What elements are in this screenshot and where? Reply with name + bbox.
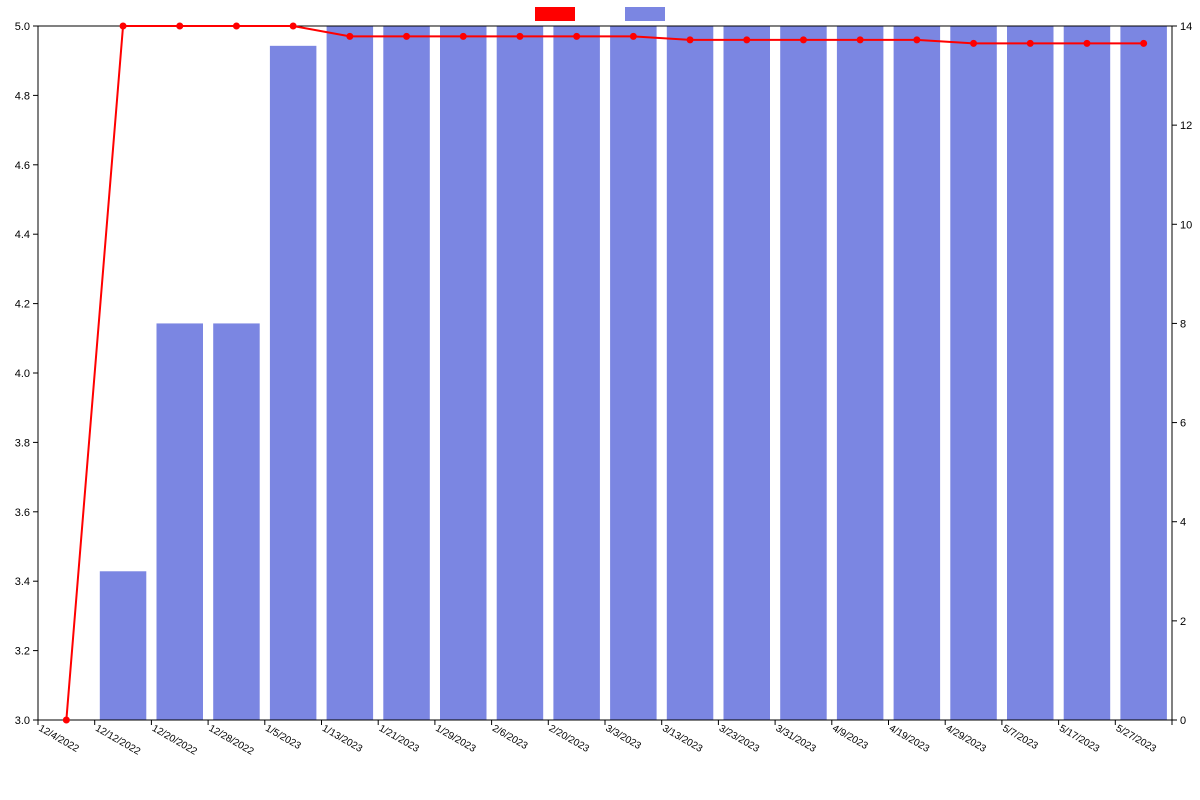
bar: [100, 571, 146, 720]
combo-chart: 3.0 3.2 3.4 3.6 3.8 4.0 4.2 4.4 4.6 4.8 5.0 0 2 4 6 8 10…: [0, 0, 1200, 800]
x-tick-label: 3/13/2023: [660, 723, 704, 755]
bar: [894, 26, 940, 720]
y-right-tick-label: 4: [1180, 517, 1186, 529]
x-tick-label: 12/4/2022: [37, 723, 81, 755]
bar: [724, 26, 770, 720]
line-marker: [971, 40, 977, 46]
bar: [667, 26, 713, 720]
y-left-tick-label: 3.2: [15, 646, 30, 658]
y-left-tick-label: 3.6: [15, 507, 30, 519]
x-tick-label: 3/23/2023: [717, 723, 761, 755]
line-marker: [347, 33, 353, 39]
y-left-tick-label: 4.8: [15, 90, 30, 102]
line-marker: [574, 33, 580, 39]
x-tick-label: 1/29/2023: [433, 723, 477, 755]
line-marker: [63, 717, 69, 723]
x-tick-label: 12/20/2022: [150, 723, 199, 758]
x-tick-label: 4/19/2023: [887, 723, 931, 755]
line-marker: [687, 37, 693, 43]
x-tick-label: 4/9/2023: [830, 723, 870, 752]
y-left-tick-label: 4.6: [15, 160, 30, 172]
bar: [270, 46, 316, 720]
y-right-tick-label: 8: [1180, 318, 1186, 330]
line-marker: [1141, 40, 1147, 46]
x-tick-label: 1/5/2023: [263, 723, 303, 752]
plot-border: [38, 26, 1172, 720]
line-marker: [1084, 40, 1090, 46]
line-marker: [630, 33, 636, 39]
legend-swatch: [625, 7, 665, 21]
bar: [1007, 26, 1053, 720]
y-right-tick-label: 14: [1180, 21, 1192, 33]
x-tick-label: 3/31/2023: [774, 723, 818, 755]
bar: [497, 26, 543, 720]
line-marker: [233, 23, 239, 29]
bar: [383, 26, 429, 720]
x-tick-label: 1/13/2023: [320, 723, 364, 755]
x-tick-label: 4/29/2023: [944, 723, 988, 755]
bar: [1064, 26, 1110, 720]
bar: [157, 323, 203, 720]
line-marker: [517, 33, 523, 39]
x-tick-label: 2/6/2023: [490, 723, 530, 752]
x-tick-label: 12/12/2022: [93, 723, 142, 758]
bar: [780, 26, 826, 720]
y-right-tick-label: 10: [1180, 219, 1192, 231]
chart-container: 3.0 3.2 3.4 3.6 3.8 4.0 4.2 4.4 4.6 4.8 5.0 0 2 4 6 8 10…: [0, 0, 1200, 800]
line-marker: [177, 23, 183, 29]
line-marker: [914, 37, 920, 43]
line-marker: [744, 37, 750, 43]
bar: [553, 26, 599, 720]
y-left-tick-label: 4.0: [15, 368, 30, 380]
y-left-tick-label: 5.0: [15, 21, 30, 33]
y-right-tick-label: 0: [1180, 715, 1186, 727]
line-marker: [404, 33, 410, 39]
line-marker: [800, 37, 806, 43]
x-tick-label: 5/7/2023: [1000, 723, 1040, 752]
y-left-tick-label: 3.8: [15, 437, 30, 449]
y-left-tick-label: 3.4: [15, 576, 30, 588]
line-marker: [460, 33, 466, 39]
line-marker: [1027, 40, 1033, 46]
x-tick-label: 2/20/2023: [547, 723, 591, 755]
y-left-tick-label: 4.4: [15, 229, 30, 241]
y-left-tick-label: 4.2: [15, 299, 30, 311]
bar: [213, 323, 259, 720]
y-left-tick-label: 3.0: [15, 715, 30, 727]
bar: [950, 26, 996, 720]
bar: [1120, 26, 1166, 720]
y-right-tick-label: 2: [1180, 616, 1186, 628]
x-tick-label: 5/17/2023: [1057, 723, 1101, 755]
x-tick-label: 1/21/2023: [377, 723, 421, 755]
x-tick-label: 12/28/2022: [207, 723, 256, 758]
y-right-tick-label: 12: [1180, 120, 1192, 132]
bar: [837, 26, 883, 720]
bar: [440, 26, 486, 720]
line-marker: [120, 23, 126, 29]
bar: [327, 26, 373, 720]
bar: [610, 26, 656, 720]
x-tick-label: 5/27/2023: [1114, 723, 1158, 755]
x-tick-label: 3/3/2023: [604, 723, 644, 752]
y-right-tick-label: 6: [1180, 418, 1186, 430]
legend-swatch: [535, 7, 575, 21]
line-marker: [290, 23, 296, 29]
line-marker: [857, 37, 863, 43]
